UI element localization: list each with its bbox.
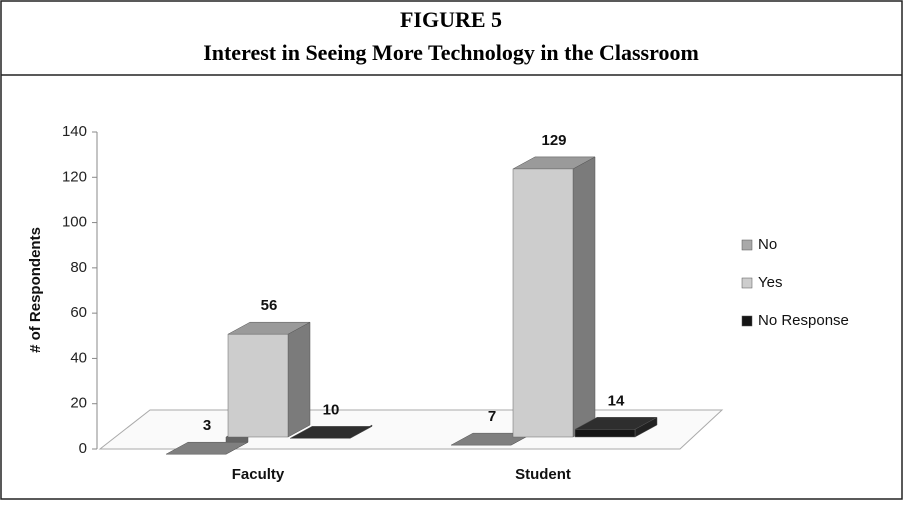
data-label: 129: [541, 132, 566, 149]
y-tick-label: 100: [62, 214, 87, 231]
data-label: 3: [203, 417, 211, 434]
bar: [227, 333, 289, 438]
data-label: 56: [261, 297, 278, 314]
bar-top: [289, 426, 373, 439]
bar-side: [572, 156, 596, 438]
chart-subtitle: Interest in Seeing More Technology in th…: [203, 40, 699, 65]
y-axis-label: # of Respondents: [27, 227, 44, 353]
data-label: 10: [323, 401, 340, 418]
legend-label: Yes: [758, 274, 782, 291]
data-label: 7: [488, 408, 496, 425]
y-tick-label: 140: [62, 123, 87, 140]
x-tick-label: Student: [515, 466, 571, 483]
legend-label: No Response: [758, 312, 849, 329]
y-tick-label: 60: [70, 304, 87, 321]
bar: [574, 429, 636, 438]
legend-swatch: [741, 315, 753, 327]
data-label: 14: [608, 392, 625, 409]
legend-swatch: [741, 277, 753, 289]
y-tick-label: 0: [79, 440, 87, 457]
bar: [512, 168, 574, 438]
x-tick-label: Faculty: [232, 466, 285, 483]
y-tick-label: 120: [62, 168, 87, 185]
y-tick-label: 40: [70, 349, 87, 366]
legend-label: No: [758, 236, 777, 253]
y-tick-label: 20: [70, 395, 87, 412]
legend-swatch: [741, 239, 753, 251]
chart-title: FIGURE 5: [400, 7, 502, 32]
bar-side: [287, 321, 311, 438]
y-tick-label: 80: [70, 259, 87, 276]
bar-top: [165, 441, 249, 455]
